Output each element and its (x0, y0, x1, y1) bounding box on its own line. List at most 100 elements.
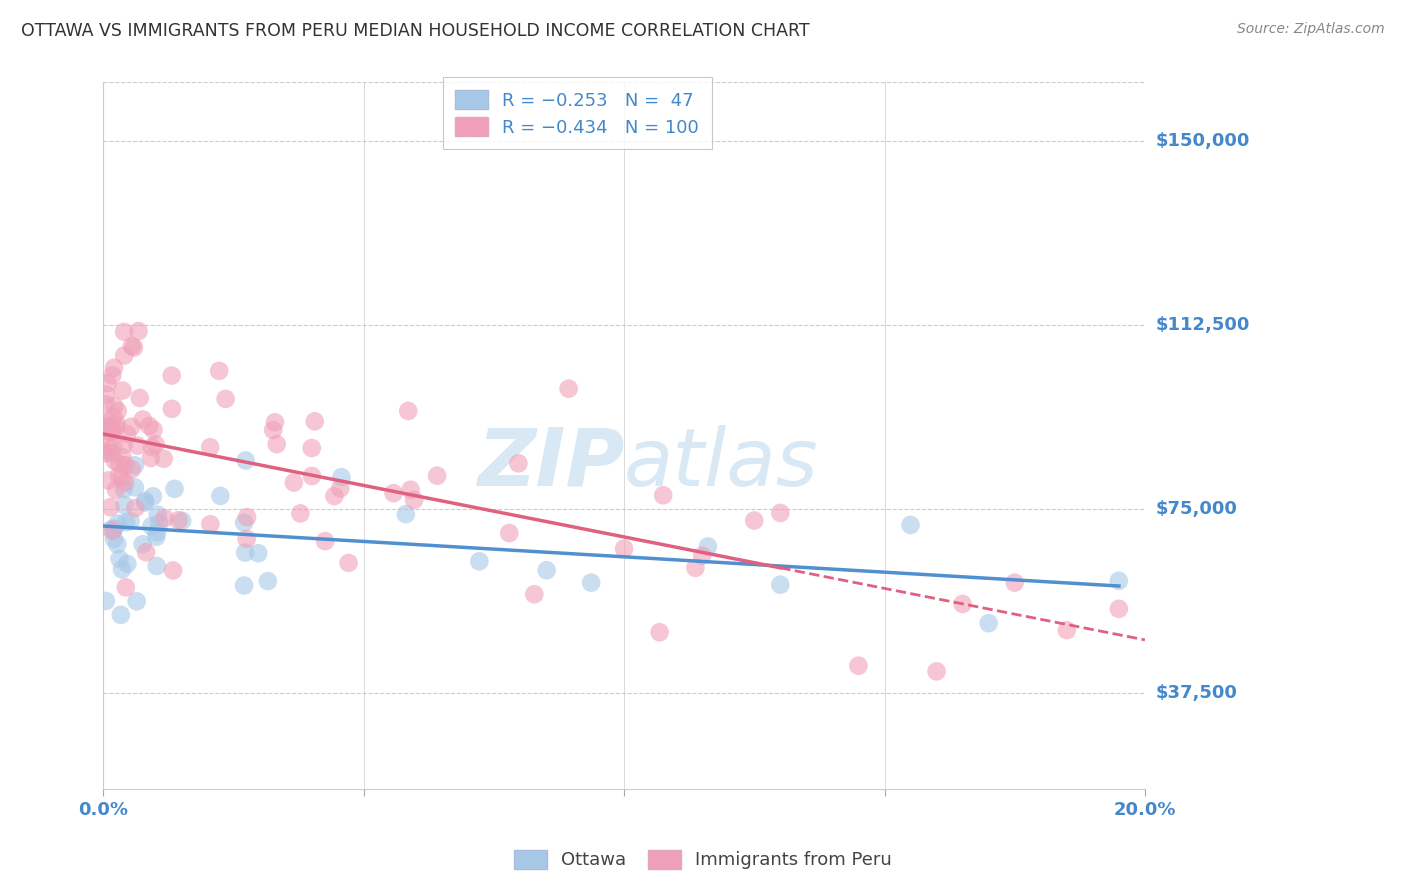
Point (1056, 623, 1078, 637)
Point (114, 475, 136, 490)
Point (163, 482, 186, 496)
Point (304, 414, 326, 428)
Text: $75,000: $75,000 (1156, 500, 1237, 518)
Point (111, 562, 134, 576)
Point (114, 580, 136, 594)
Point (264, 415, 287, 429)
Point (122, 341, 145, 355)
Point (209, 489, 232, 503)
Point (214, 392, 236, 406)
Point (1108, 574, 1130, 588)
Point (98, 420, 121, 434)
Point (100, 446, 122, 460)
Point (152, 451, 174, 466)
Point (139, 450, 162, 465)
Point (104, 483, 127, 497)
Legend: R = −0.253   N =  47, R = −0.434   N = 100: R = −0.253 N = 47, R = −0.434 N = 100 (443, 77, 711, 149)
Point (110, 607, 132, 622)
Point (108, 468, 131, 483)
Text: $112,500: $112,500 (1156, 316, 1250, 334)
Point (769, 506, 792, 520)
Text: Source: ZipAtlas.com: Source: ZipAtlas.com (1237, 22, 1385, 37)
Point (900, 518, 922, 533)
Point (97, 474, 120, 488)
Point (200, 517, 222, 532)
Point (121, 339, 143, 353)
Point (579, 575, 602, 590)
Point (314, 534, 336, 549)
Point (128, 324, 150, 338)
Point (1004, 575, 1026, 590)
Point (236, 510, 259, 524)
Point (125, 594, 148, 608)
Point (121, 462, 143, 476)
Point (141, 519, 163, 533)
Point (127, 439, 149, 453)
Point (121, 419, 143, 434)
Point (404, 492, 426, 507)
Point (115, 427, 138, 442)
Point (103, 360, 125, 375)
Point (952, 597, 974, 611)
Point (142, 489, 165, 503)
Point (652, 488, 675, 502)
Point (323, 489, 346, 503)
Point (103, 521, 125, 535)
Point (115, 515, 138, 529)
Point (399, 483, 422, 497)
Point (648, 625, 671, 640)
Point (536, 563, 558, 577)
Point (426, 468, 449, 483)
Point (848, 658, 870, 673)
Point (103, 532, 125, 546)
Point (468, 554, 491, 568)
Point (112, 325, 135, 339)
Point (96, 376, 118, 391)
Point (103, 439, 125, 453)
Point (134, 493, 156, 508)
Point (112, 498, 135, 512)
Point (117, 557, 139, 571)
Point (112, 482, 135, 496)
Point (108, 552, 131, 566)
Point (107, 516, 129, 531)
Point (742, 514, 765, 528)
Point (120, 514, 142, 528)
Point (105, 417, 128, 431)
Point (112, 438, 135, 452)
Point (124, 480, 146, 494)
Text: $150,000: $150,000 (1156, 132, 1250, 150)
Point (96, 419, 118, 434)
Point (696, 540, 718, 554)
Point (395, 507, 418, 521)
Point (94, 397, 117, 411)
Point (160, 401, 183, 416)
Point (1108, 602, 1130, 616)
Point (128, 391, 150, 405)
Point (301, 469, 323, 483)
Point (235, 532, 257, 546)
Point (111, 450, 134, 464)
Point (290, 507, 312, 521)
Point (141, 441, 163, 455)
Point (247, 546, 270, 560)
Point (162, 564, 184, 578)
Point (135, 545, 157, 559)
Point (167, 513, 190, 527)
Point (198, 440, 221, 454)
Point (94, 446, 117, 460)
Point (97, 439, 120, 453)
Point (146, 525, 169, 540)
Point (262, 423, 284, 437)
Point (557, 382, 579, 396)
Point (685, 561, 707, 575)
Point (105, 420, 128, 434)
Point (145, 530, 167, 544)
Legend: Ottawa, Immigrants from Peru: Ottawa, Immigrants from Peru (505, 840, 901, 879)
Point (94, 387, 117, 401)
Point (98, 425, 121, 439)
Point (396, 404, 419, 418)
Point (769, 577, 792, 591)
Point (283, 475, 305, 490)
Point (146, 508, 169, 522)
